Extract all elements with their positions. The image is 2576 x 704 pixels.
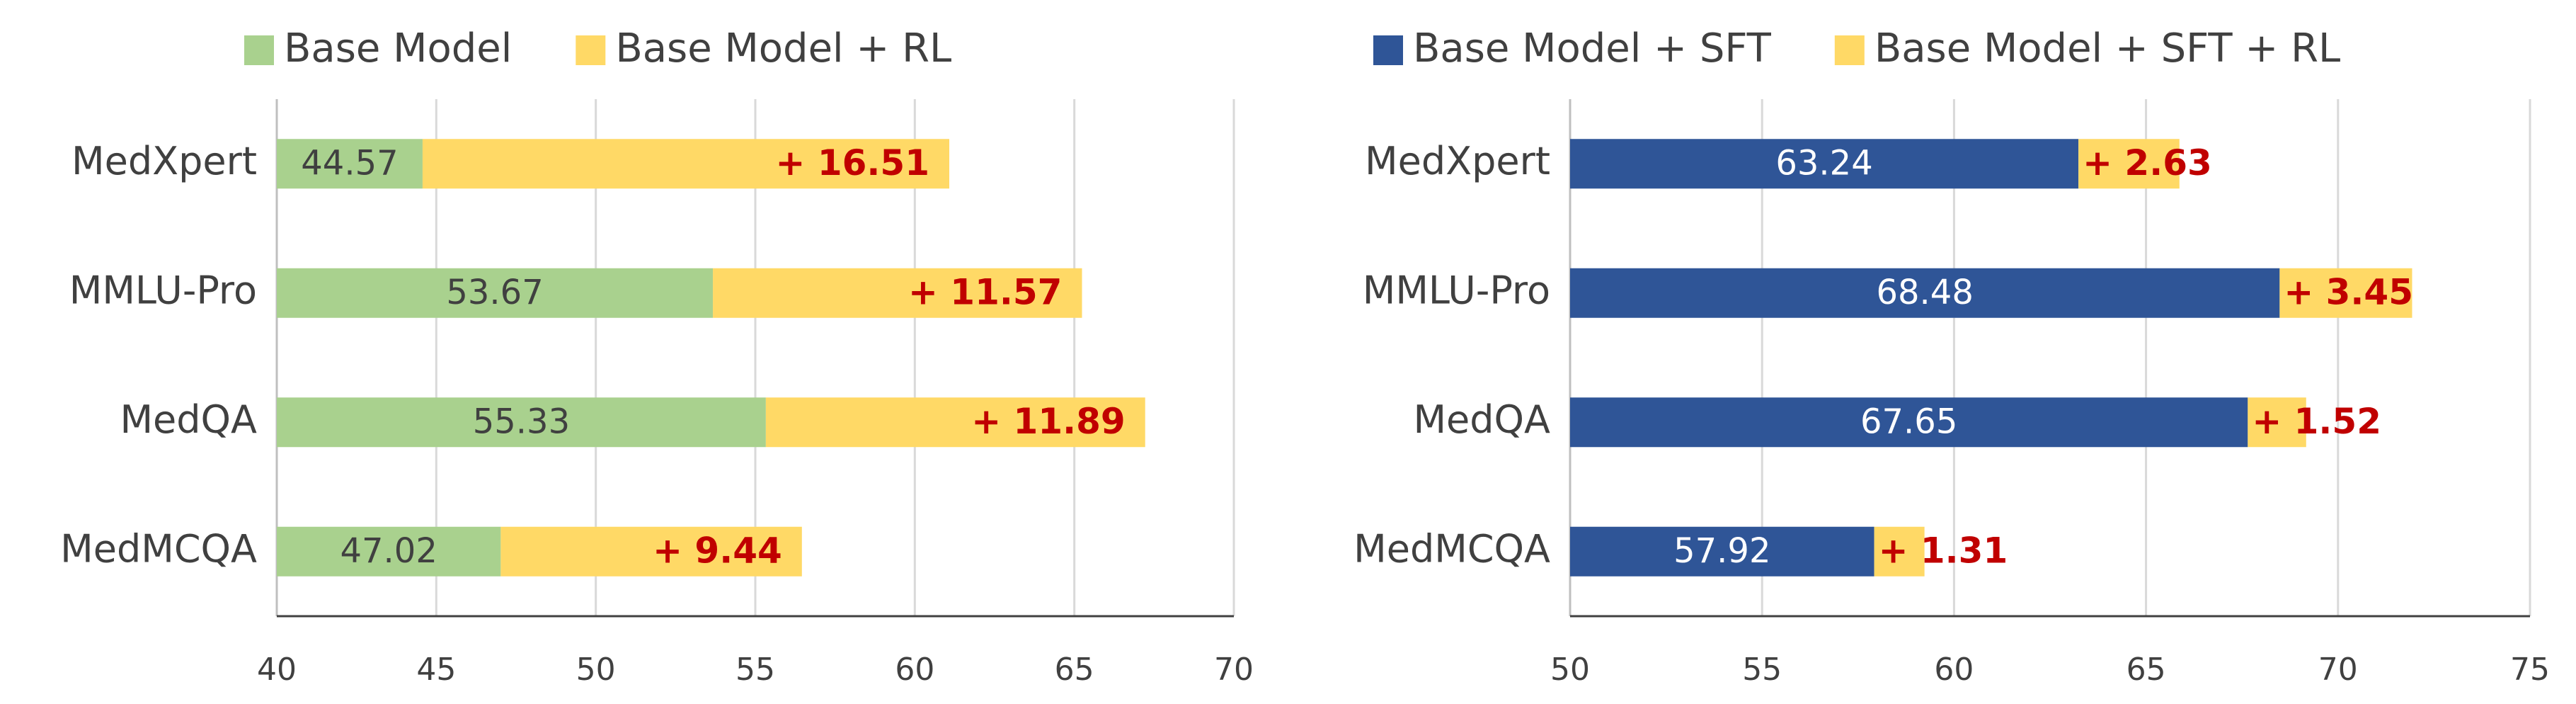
x-tick-label: 50 [1550,652,1590,688]
legend-swatch [576,35,606,65]
legend-label: Base Model + RL [615,25,951,72]
legend-label: Base Model [284,25,512,72]
x-tick-label: 70 [2318,652,2358,688]
value-label: + 11.57 [908,271,1062,312]
bar [277,139,423,189]
y-tick-label: MedQA [120,397,257,442]
bar [500,526,802,577]
value-label: 57.92 [1673,531,1770,571]
bar [1570,397,2248,448]
value-label: 63.24 [1775,143,1872,183]
bar [1570,526,1874,577]
value-label: 67.65 [1860,402,1957,441]
x-tick-label: 60 [1934,652,1974,688]
legend-swatch [1373,35,1403,65]
value-label: 55.33 [473,402,570,441]
value-label: + 2.63 [2083,142,2212,183]
value-label: + 3.45 [2284,271,2413,312]
bar [1570,268,2280,318]
bar [1874,526,1925,577]
bar [277,397,766,448]
x-tick-label: 70 [1214,652,1254,688]
value-label: 44.57 [301,143,398,183]
bar [713,268,1082,318]
y-tick-label: MedMCQA [1353,526,1550,571]
x-tick-label: 75 [2510,652,2550,688]
bar [1570,139,2079,189]
legend-swatch [1834,35,1865,65]
y-tick-label: MedXpert [71,139,257,183]
legend-swatch [244,35,274,65]
legend-label: Base Model + SFT + RL [1874,25,2340,72]
x-tick-label: 60 [895,652,934,688]
y-tick-label: MMLU-Pro [69,268,257,312]
value-label: 68.48 [1876,273,1973,312]
bar [2248,397,2306,448]
y-tick-label: MedQA [1413,397,1550,442]
value-label: + 1.31 [1879,530,2008,571]
x-tick-label: 65 [2126,652,2166,688]
bar [2279,268,2412,318]
bar [2078,139,2180,189]
x-tick-label: 50 [576,652,616,688]
value-label: + 16.51 [776,142,929,183]
bar [277,268,714,318]
value-label: + 1.52 [2252,401,2381,442]
x-tick-label: 55 [735,652,775,688]
value-label: 53.67 [446,273,543,312]
value-label: 47.02 [340,531,437,571]
bar [277,526,501,577]
x-tick-label: 55 [1742,652,1782,688]
value-label: + 11.89 [971,401,1125,442]
bar [765,397,1145,448]
legend-label: Base Model + SFT [1413,25,1772,72]
y-tick-label: MMLU-Pro [1363,268,1550,312]
x-tick-label: 65 [1055,652,1094,688]
value-label: + 9.44 [653,530,782,571]
bar [422,139,950,189]
x-tick-label: 40 [257,652,297,688]
y-tick-label: MedMCQA [60,526,257,571]
x-tick-label: 45 [416,652,456,688]
y-tick-label: MedXpert [1365,139,1550,183]
